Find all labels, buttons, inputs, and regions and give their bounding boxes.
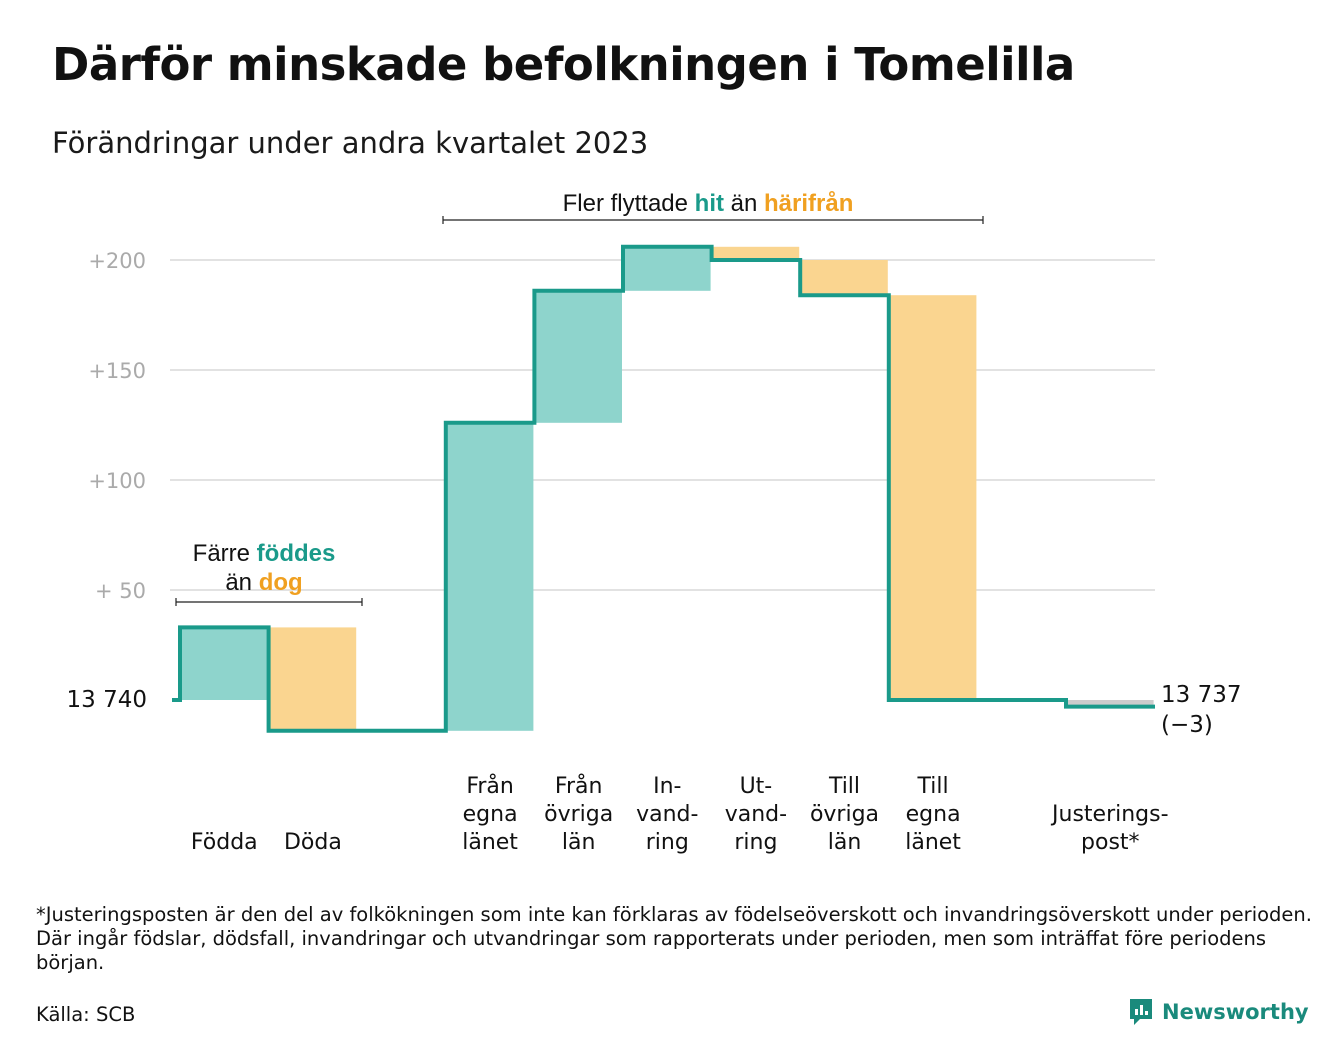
newsworthy-logo-text: Newsworthy [1162, 1000, 1309, 1024]
bar-outflow [889, 295, 977, 700]
category-label: övriga [810, 802, 879, 827]
annotation-birth-part: dog [259, 569, 303, 596]
annotation-birth-part: än [225, 569, 258, 596]
category-label: länet [905, 830, 961, 855]
waterfall-chart: + 50 +100 +150 +200 13 740 Födda Döda Från egna l… [67, 190, 1242, 855]
baseline-label: 13 740 [67, 687, 147, 713]
category-label: ring [734, 830, 777, 855]
bar-outflow [801, 260, 888, 296]
newsworthy-logo-icon [1130, 999, 1152, 1025]
category-label: Döda [284, 830, 342, 855]
category-label: län [562, 830, 596, 855]
annotation-migration-part: härifrån [764, 190, 853, 217]
annotation-birth: Färre föddes [193, 540, 336, 567]
category-label: Från [555, 773, 603, 799]
category-label: Justerings- [1050, 802, 1169, 827]
bar-inflow [535, 290, 622, 423]
category-label: post* [1081, 830, 1140, 855]
category-label: vand- [725, 802, 787, 827]
footnote: *Justeringsposten är den del av folkökni… [36, 903, 1312, 974]
annotation-migration-part: än [724, 190, 764, 217]
category-label: Från [466, 773, 514, 799]
bar-inflow [181, 627, 268, 700]
category-label: övriga [544, 802, 613, 827]
newsworthy-logo: Newsworthy [1128, 997, 1309, 1027]
end-value-label: 13 737 [1161, 682, 1241, 708]
bar-inflow [446, 422, 534, 731]
end-change-label: (−3) [1161, 712, 1213, 738]
bar-adjustment [1067, 700, 1154, 707]
annotation-migration-part: hit [695, 190, 724, 217]
cumulative-step-line [172, 244, 1155, 733]
y-tick-label: +100 [88, 469, 146, 493]
annotation-migration-part: Fler flyttade [563, 190, 695, 217]
source-note: Källa: SCB [36, 1003, 136, 1026]
category-label: Till [828, 774, 860, 799]
category-label: ring [646, 830, 689, 855]
annotation-birth-part: Färre [193, 540, 257, 567]
category-label: Till [917, 774, 949, 799]
annotation-birth: än dog [225, 569, 302, 596]
category-label: In- [653, 774, 681, 799]
category-label: Ut- [740, 774, 773, 799]
category-label: län [828, 830, 862, 855]
y-tick-label: +200 [88, 249, 146, 273]
chart-title: Därför minskade befolkningen i Tomelilla [52, 38, 1075, 91]
chart-subtitle: Förändringar under andra kvartalet 2023 [52, 126, 649, 160]
annotation-birth-part: föddes [257, 540, 336, 567]
category-label: länet [462, 830, 518, 855]
y-tick-label: +150 [88, 359, 146, 383]
bar-inflow [624, 246, 711, 291]
bar-outflow [712, 246, 800, 260]
bar-outflow [269, 627, 357, 731]
y-tick-label: + 50 [95, 579, 146, 603]
category-label: Födda [191, 830, 258, 855]
category-label: egna [906, 802, 961, 827]
category-label: vand- [636, 802, 698, 827]
category-label: egna [463, 802, 518, 827]
annotation-migration: Fler flyttade hit än härifrån [563, 190, 854, 217]
